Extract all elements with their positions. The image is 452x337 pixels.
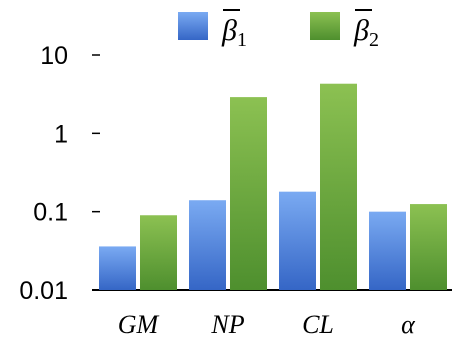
bar-series2-2 [320,83,357,290]
x-tick-label: α [401,310,416,337]
x-tick-label: CL [302,310,334,337]
x-tick-label: GM [118,310,160,337]
bar-series1-2 [279,191,316,290]
legend-swatch-2 [310,12,340,40]
legend-label-2: β2 [353,14,379,51]
bars [99,83,447,291]
bar-series1-1 [189,200,226,290]
x-axis: GM NP CL α [118,310,416,337]
bar-series1-0 [99,246,136,290]
x-tick-label: NP [210,310,244,337]
legend-swatch-1 [178,12,208,40]
y-tick-label: 0.01 [19,277,68,305]
y-tick-label: 1 [54,120,68,148]
legend: β1 β2 [178,9,379,51]
bar-series2-0 [140,215,177,290]
legend-label-1: β1 [221,14,247,51]
bar-series1-3 [369,211,406,290]
bar-series2-3 [410,204,447,290]
y-tick-label: 10 [40,42,68,70]
y-tick-label: 0.1 [33,199,68,227]
bar-series2-1 [230,97,267,291]
